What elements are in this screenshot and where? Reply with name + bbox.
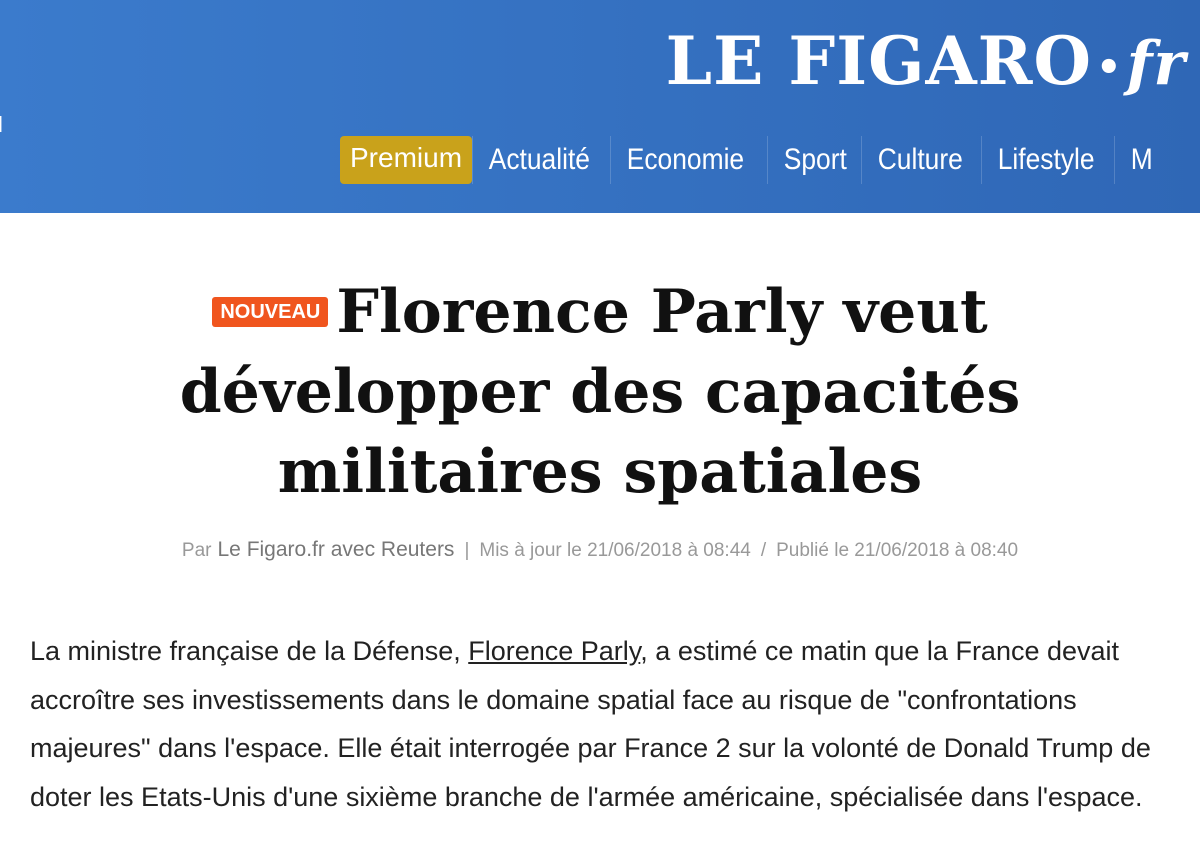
separator: / bbox=[760, 540, 767, 561]
nav: Premium Actualité Economie Sport Culture Life… bbox=[340, 136, 1200, 184]
nav-item[interactable]: Sport bbox=[766, 136, 863, 184]
nav-item[interactable]: Lifestyle bbox=[980, 136, 1110, 184]
logo[interactable]: LE FIGARO •fr bbox=[666, 22, 1186, 100]
logo-suffix: fr bbox=[1126, 29, 1186, 99]
headline: NOUVEAU Florence Parly veut développer de… bbox=[140, 272, 1060, 512]
byline: Par Le Figaro.fr avec Reuters | Mis à jour … bbox=[0, 538, 1200, 562]
nav-item[interactable]: Premium bbox=[340, 136, 473, 184]
badge: NOUVEAU bbox=[212, 297, 329, 328]
edge-text: l bbox=[0, 112, 3, 137]
nav-item[interactable]: Economie bbox=[610, 136, 760, 184]
separator: | bbox=[464, 540, 470, 561]
lead-text: , a estimé ce matin que la France devait… bbox=[30, 636, 1151, 812]
author: Le Figaro.fr avec Reuters bbox=[217, 538, 455, 561]
logo-dot: • bbox=[1096, 43, 1123, 91]
nav-item[interactable]: Culture bbox=[861, 136, 979, 184]
title: Florence Parly veut développer des capac… bbox=[179, 277, 1021, 508]
nav-item[interactable]: Actualité bbox=[472, 136, 606, 184]
updated: Mis à jour le 21/06/2018 à 08:44 bbox=[479, 540, 751, 561]
lead-text: La ministre française de la Défense, bbox=[30, 636, 469, 666]
published: Publié le 21/06/2018 à 08:40 bbox=[776, 540, 1019, 561]
byline-prefix: Par bbox=[181, 540, 212, 561]
nav-item[interactable]: M bbox=[1114, 136, 1169, 184]
link[interactable]: Florence Parly bbox=[468, 636, 641, 666]
header: l LE FIGARO •fr Premium Actualité Economie S… bbox=[0, 0, 1200, 213]
logo-name: LE FIGARO bbox=[665, 22, 1092, 100]
lead-paragraph: La ministre française de la Défense, Flo… bbox=[30, 627, 1180, 821]
